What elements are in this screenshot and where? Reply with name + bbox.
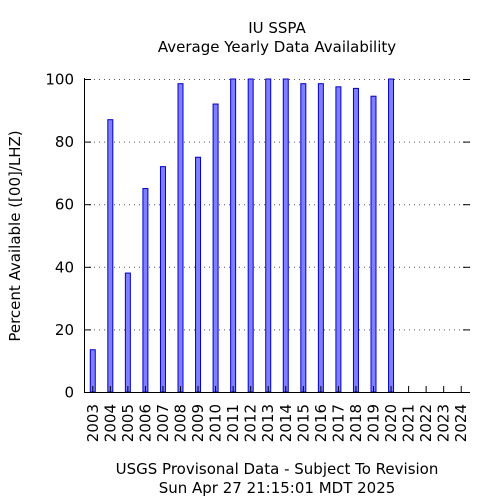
grid-lines	[84, 79, 470, 331]
x-tick-label-2013: 2013	[259, 404, 277, 442]
footer-timestamp: Sun Apr 27 21:15:01 MDT 2025	[159, 479, 396, 497]
y-ticks: 0 20 40 60 80 100	[45, 71, 470, 402]
bar-2013	[265, 78, 272, 393]
x-tick-label-2019: 2019	[365, 404, 383, 442]
x-tick-label-2010: 2010	[207, 404, 225, 442]
x-tick-label-2009: 2009	[189, 404, 207, 442]
x-tick-label-2008: 2008	[172, 404, 190, 442]
x-tick-label-2016: 2016	[312, 404, 330, 442]
bar-2005	[124, 272, 131, 393]
x-tick-label-2003: 2003	[84, 404, 102, 442]
bar-2011	[230, 78, 237, 393]
bar-2006	[142, 188, 149, 393]
bar-2018	[352, 87, 359, 393]
x-tick-label-2012: 2012	[242, 404, 260, 442]
y-tick-label-40: 40	[55, 258, 74, 276]
y-tick-label-60: 60	[55, 196, 74, 214]
bar-2012	[247, 78, 254, 393]
x-tick-label-2022: 2022	[417, 404, 435, 442]
y-tick-label-80: 80	[55, 133, 74, 151]
bar-2020	[388, 78, 395, 393]
bar-2014	[282, 78, 289, 393]
chart-title: IU SSPA	[248, 19, 306, 37]
x-tick-label-2015: 2015	[294, 404, 312, 442]
x-ticks: 2003 2004 2005 2006 2007 2008 2009 2010 2011 2012…	[84, 386, 470, 442]
bar-2009	[195, 156, 202, 393]
bar-2007	[159, 166, 166, 393]
bars	[89, 78, 395, 393]
x-tick-label-2017: 2017	[329, 404, 347, 442]
x-tick-label-2011: 2011	[224, 404, 242, 442]
x-tick-label-2024: 2024	[452, 404, 470, 442]
x-tick-label-2020: 2020	[382, 404, 400, 442]
x-tick-label-2023: 2023	[435, 404, 453, 442]
x-tick-label-2018: 2018	[347, 404, 365, 442]
bar-2004	[107, 119, 114, 393]
bar-2008	[177, 83, 184, 393]
x-tick-label-2006: 2006	[136, 404, 154, 442]
bar-2019	[370, 95, 377, 393]
y-tick-label-0: 0	[64, 384, 74, 402]
bar-2015	[300, 83, 307, 393]
x-tick-label-2005: 2005	[119, 404, 137, 442]
bar-2016	[317, 83, 324, 393]
y-axis-label: Percent Available ([00]/LHZ)	[6, 130, 24, 341]
y-tick-label-20: 20	[55, 321, 74, 339]
footer-disclaimer: USGS Provisonal Data - Subject To Revisi…	[116, 460, 439, 478]
x-tick-label-2021: 2021	[400, 404, 418, 442]
bar-2003	[89, 349, 96, 393]
y-tick-label-100: 100	[45, 71, 74, 89]
plot-area	[84, 79, 470, 392]
bar-2017	[335, 86, 342, 393]
x-tick-label-2007: 2007	[154, 404, 172, 442]
chart-subtitle: Average Yearly Data Availability	[158, 38, 396, 56]
axes	[84, 78, 470, 393]
bar-2010	[212, 103, 219, 393]
x-tick-label-2004: 2004	[101, 404, 119, 442]
x-tick-label-2014: 2014	[277, 404, 295, 442]
